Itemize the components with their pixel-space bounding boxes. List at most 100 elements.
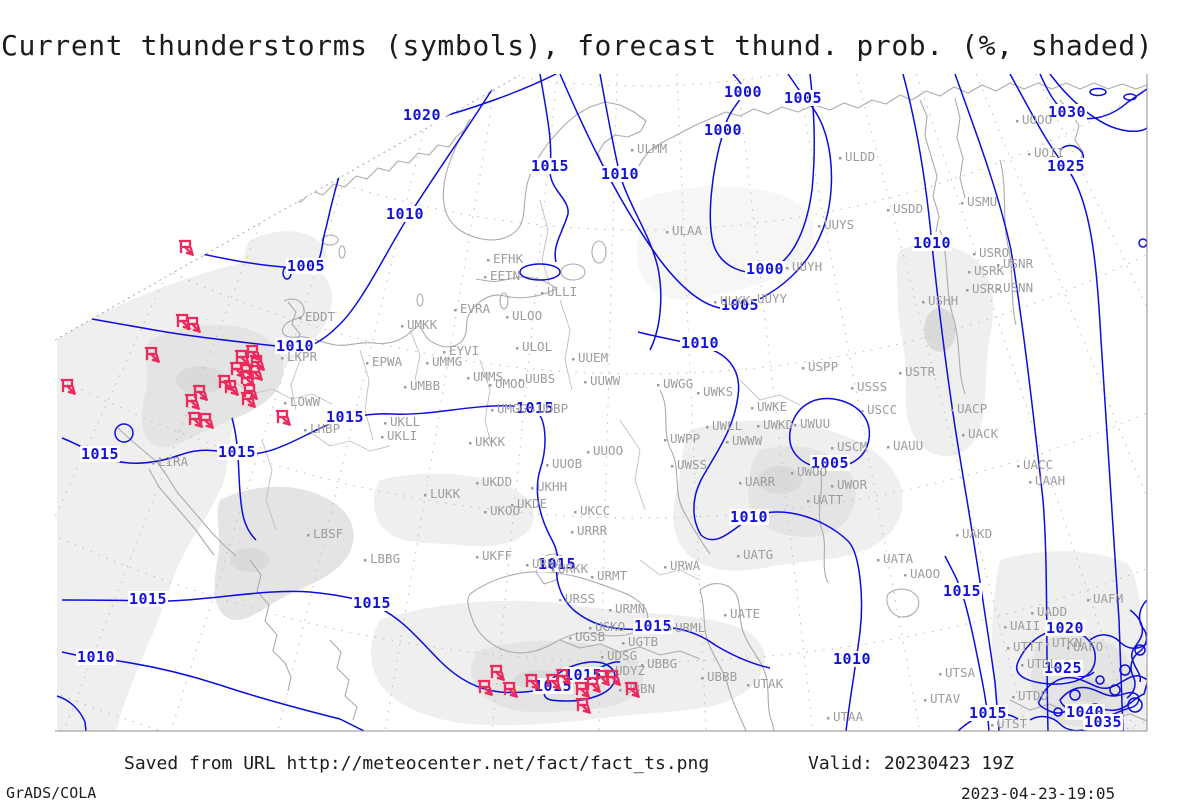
station-label: USRR <box>972 281 1003 296</box>
isobar-label-box <box>912 235 952 251</box>
isobar-label-box <box>275 338 315 354</box>
isobar-label-box <box>80 446 120 462</box>
thunderstorm-symbol <box>594 669 611 687</box>
station-dot <box>572 358 575 361</box>
station-label: USDD <box>893 201 923 216</box>
station-label: UKLL <box>390 414 420 429</box>
station-dot <box>807 500 810 503</box>
station-dot <box>739 482 742 485</box>
isobar-label-box <box>832 651 872 667</box>
isobar-label: 1015 <box>516 399 554 417</box>
station-label: UWLL <box>712 418 742 433</box>
station-dot <box>304 429 307 432</box>
station-dot <box>631 149 634 152</box>
station-dot <box>641 664 644 667</box>
isobar-label-box <box>600 166 640 182</box>
station-label: UAOO <box>910 566 940 581</box>
station-dot <box>956 534 959 537</box>
station-label: UUBP <box>538 401 568 416</box>
station-dot <box>511 504 514 507</box>
isobar-label-box <box>703 122 743 138</box>
grid-parallel <box>55 74 1147 519</box>
station-label: EDDT <box>305 309 336 324</box>
station-dot <box>281 357 284 360</box>
station-label: EFHK <box>493 251 524 266</box>
isobar-label: 1025 <box>1047 157 1085 175</box>
isobar-label-box <box>1045 620 1085 636</box>
station-dot <box>476 482 479 485</box>
thunderstorm-symbol <box>240 391 257 409</box>
station-label: UKLI <box>387 428 417 443</box>
isobar-label-box <box>515 400 555 416</box>
station-label: UUOO <box>593 443 623 458</box>
station-dot <box>737 555 740 558</box>
valid-time-text: Valid: 20230423 19Z <box>808 753 1014 774</box>
station-dot <box>366 362 369 365</box>
station-dot <box>476 556 479 559</box>
station-dot <box>299 317 302 320</box>
page-title: Current thunderstorms (symbols), forecas… <box>1 29 1154 62</box>
station-label: UAFO <box>1073 639 1103 654</box>
station-dot <box>1007 647 1010 650</box>
station-label: UUWW <box>590 373 621 388</box>
station-dot <box>664 439 667 442</box>
station-label: UAII <box>1010 618 1040 633</box>
isobar-label: 1015 <box>538 555 576 573</box>
isobar-label-box <box>530 158 570 174</box>
station-label: LOWW <box>290 394 321 409</box>
station-dot <box>1067 647 1070 650</box>
station-label: UTKN <box>1052 635 1082 650</box>
thunderstorm-symbol <box>575 697 592 715</box>
isobar-labels: 1020 1005 1010 1010 1015 1000 1005 1000 1010 1010… <box>76 83 1123 731</box>
station-label: ULDD <box>845 149 875 164</box>
station-dot <box>622 642 625 645</box>
station-label: UTAK <box>753 676 784 691</box>
station-label: URRR <box>577 523 608 538</box>
station-dot <box>1004 626 1007 629</box>
thunderstorm-symbol <box>234 349 251 367</box>
isobar-label-box <box>1047 104 1087 120</box>
station-dot <box>506 316 509 319</box>
station-label: UAAH <box>1035 473 1065 488</box>
station-dot <box>467 377 470 380</box>
grads-credit: GrADS/COLA <box>6 784 97 800</box>
isobar-label-box <box>1046 158 1086 174</box>
isobar-label-box <box>1083 714 1123 730</box>
station-dot <box>404 386 407 389</box>
station-label: UAFM <box>1093 591 1123 606</box>
station-label: UKDD <box>482 474 512 489</box>
station-label: UDSG <box>607 648 637 663</box>
station-label: UATT <box>813 492 844 507</box>
station-label: UKKK <box>475 434 506 449</box>
isobar-label-box <box>723 84 763 100</box>
station-dot <box>997 288 1000 291</box>
station-dot <box>726 441 729 444</box>
station-label: UWOO <box>797 464 827 479</box>
station-label: UWOR <box>837 477 868 492</box>
station-dot <box>601 656 604 659</box>
station-dot <box>1031 612 1034 615</box>
station-label: ULMM <box>637 141 667 156</box>
isobar-label: 1015 <box>129 590 167 608</box>
station-dot <box>307 534 310 537</box>
station-label: UWKS <box>703 384 733 399</box>
station-label: ULLI <box>547 284 577 299</box>
station-label: UUOB <box>552 456 582 471</box>
isobar-label-box <box>217 444 257 460</box>
thunderstorm-symbol <box>185 316 202 334</box>
station-label: UMKK <box>407 317 438 332</box>
isobar-label-box <box>810 455 850 471</box>
station-label: UACP <box>957 401 987 416</box>
station-label: LIRA <box>158 454 189 469</box>
station-label: URKK <box>558 561 589 576</box>
station-dot <box>587 451 590 454</box>
station-dot <box>574 511 577 514</box>
station-label: UATG <box>743 547 773 562</box>
station-label: URWA <box>670 558 701 573</box>
station-label: UBBN <box>625 681 655 696</box>
thunderstorm-symbol <box>585 676 602 694</box>
station-dot <box>664 566 667 569</box>
station-label: ULAA <box>672 223 703 238</box>
isobar-label-box <box>968 705 1008 721</box>
